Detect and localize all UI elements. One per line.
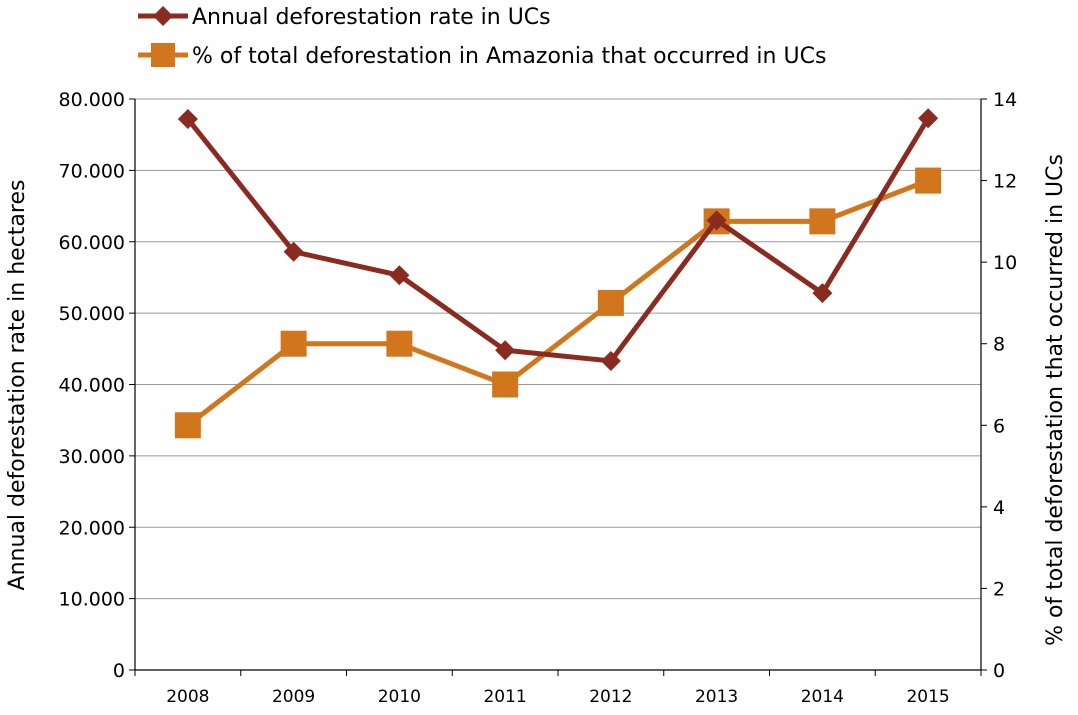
y-tick-label: 0 <box>113 660 125 682</box>
y-tick-label: 40.000 <box>59 375 125 397</box>
series-line <box>185 116 931 364</box>
legend-item-0: Annual deforestation rate in UCs <box>138 5 551 30</box>
y-tick-label: 20.000 <box>59 517 125 539</box>
data-point-square <box>809 208 836 235</box>
legend-marker-diamond <box>153 6 173 26</box>
y2-tick-label: 2 <box>993 578 1005 600</box>
y-axis-title: Annual deforestation rate in hectares <box>5 180 30 591</box>
y2-tick-label: 12 <box>993 171 1017 193</box>
data-point-square <box>915 167 942 194</box>
x-tick-label: 2008 <box>166 687 209 707</box>
x-tick-label: 2009 <box>272 687 315 707</box>
data-point-square <box>492 371 519 398</box>
y-tick-label: 50.000 <box>59 303 125 325</box>
data-point-diamond <box>918 108 939 129</box>
data-point-square <box>597 289 624 316</box>
y-tick-label: 60.000 <box>59 232 125 254</box>
x-tick-label: 2010 <box>378 687 421 707</box>
x-tick-label: 2015 <box>906 687 949 707</box>
y2-tick-label: 0 <box>993 660 1005 682</box>
data-point-square <box>386 330 413 357</box>
x-tick-label: 2013 <box>695 687 738 707</box>
series-line <box>186 178 930 428</box>
y-tick-label: 30.000 <box>59 446 125 468</box>
y2-tick-label: 6 <box>993 415 1005 437</box>
data-point-diamond <box>283 241 304 262</box>
series-1 <box>174 167 942 439</box>
data-point-diamond <box>812 283 833 304</box>
y2-axis-title: % of total deforestation that occurred i… <box>1043 154 1068 646</box>
data-point-diamond <box>706 210 727 231</box>
legend: Annual deforestation rate in UCs % of to… <box>138 5 826 69</box>
legend-label-1: % of total deforestation in Amazonia tha… <box>192 44 826 69</box>
x-tick-label: 2012 <box>589 687 632 707</box>
y2-tick-label: 8 <box>993 334 1005 356</box>
series-layer <box>174 108 942 439</box>
y-axis-ticks: 0 10.000 20.000 30.000 40.000 50.000 60.000 70.… <box>59 89 135 682</box>
data-point-diamond <box>389 265 410 286</box>
x-tick-label: 2014 <box>801 687 844 707</box>
y-tick-label: 10.000 <box>59 589 125 611</box>
data-point-diamond <box>495 340 516 361</box>
legend-item-1: % of total deforestation in Amazonia tha… <box>138 43 826 69</box>
y2-tick-label: 14 <box>993 89 1017 111</box>
y2-axis-ticks: 0 2 4 6 8 10 12 14 <box>981 89 1017 682</box>
x-tick-label: 2011 <box>483 687 526 707</box>
data-point-square <box>174 412 201 439</box>
data-point-diamond <box>600 350 621 371</box>
series-0 <box>177 108 939 371</box>
x-axis-ticks: 2008 2009 2010 2011 2012 2013 2014 2015 <box>134 670 982 707</box>
data-point-square <box>280 330 307 357</box>
y2-tick-label: 10 <box>993 252 1017 274</box>
y-tick-label: 80.000 <box>59 89 125 111</box>
y2-tick-label: 4 <box>993 497 1005 519</box>
legend-marker-square <box>151 43 175 67</box>
legend-label-0: Annual deforestation rate in UCs <box>192 5 551 30</box>
y-tick-label: 70.000 <box>59 160 125 182</box>
data-point-diamond <box>177 108 198 129</box>
gridlines <box>135 98 981 600</box>
